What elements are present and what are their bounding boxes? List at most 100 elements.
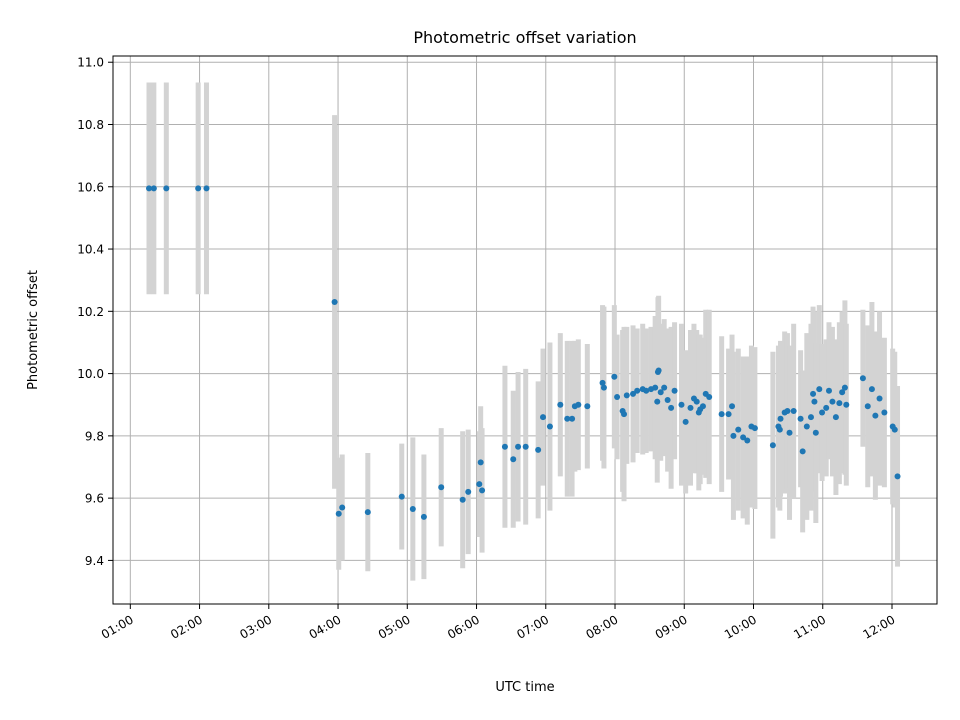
data-point [599, 379, 606, 386]
data-point [729, 403, 736, 410]
data-point [730, 432, 737, 439]
data-point [465, 488, 472, 495]
y-tick-label: 10.0 [77, 367, 104, 381]
data-point [634, 387, 641, 394]
data-point [398, 493, 405, 500]
data-point [776, 426, 783, 433]
data-point [557, 401, 564, 408]
y-tick-label: 9.6 [85, 492, 104, 506]
data-point [836, 400, 843, 407]
data-point [807, 414, 814, 421]
data-point [819, 409, 826, 416]
data-point [479, 487, 486, 494]
data-point [790, 407, 797, 414]
data-point [823, 404, 830, 411]
data-point [203, 185, 210, 192]
y-axis-label: Photometric offset [26, 270, 41, 390]
plot-frame [112, 55, 938, 605]
data-point [799, 448, 806, 455]
data-point [784, 407, 791, 414]
data-point [654, 398, 661, 405]
data-point [364, 509, 371, 516]
data-point [744, 437, 751, 444]
data-point [786, 429, 793, 436]
data-point [655, 367, 662, 374]
data-point [699, 403, 706, 410]
data-point [459, 496, 466, 503]
data-point [630, 390, 637, 397]
data-point [664, 397, 671, 404]
data-point [829, 398, 836, 405]
data-point [816, 386, 823, 393]
data-point [657, 389, 664, 396]
data-point [339, 504, 346, 511]
data-point [150, 185, 157, 192]
data-point [859, 375, 866, 382]
y-tick-label: 9.8 [85, 429, 104, 443]
data-point [522, 443, 529, 450]
data-point [438, 484, 445, 491]
data-point [868, 386, 875, 393]
data-point [751, 425, 758, 432]
data-point [652, 384, 659, 391]
data-point [777, 415, 784, 422]
y-tick-label: 11.0 [77, 56, 104, 70]
data-point [693, 398, 700, 405]
data-point [643, 387, 650, 394]
data-point [841, 384, 848, 391]
data-point [812, 429, 819, 436]
data-point [195, 185, 202, 192]
data-point [335, 510, 342, 517]
data-point [881, 409, 888, 416]
data-point [682, 418, 689, 425]
data-point [832, 414, 839, 421]
data-point [661, 384, 668, 391]
data-point [706, 393, 713, 400]
data-point [146, 185, 153, 192]
data-point [163, 185, 170, 192]
data-point [476, 481, 483, 488]
data-point [678, 401, 685, 408]
data-point [584, 403, 591, 410]
data-point [575, 401, 582, 408]
y-tick-label: 10.4 [77, 243, 104, 257]
data-point [671, 387, 678, 394]
data-point [891, 426, 898, 433]
y-tick-label: 10.6 [77, 180, 104, 194]
data-points [146, 185, 901, 520]
data-point [843, 401, 850, 408]
data-point [540, 414, 547, 421]
data-point [331, 298, 338, 305]
data-point [600, 384, 607, 391]
data-point [546, 423, 553, 430]
y-tick-label: 9.4 [85, 554, 104, 568]
data-point [811, 398, 818, 405]
x-axis-label: UTC time [495, 680, 554, 695]
data-point [569, 415, 576, 422]
data-point [611, 373, 618, 380]
data-point [740, 434, 747, 441]
data-point [687, 404, 694, 411]
data-point [510, 456, 517, 463]
data-point [477, 459, 484, 466]
y-tick-label: 10.2 [77, 305, 104, 319]
data-point [864, 403, 871, 410]
data-point [839, 389, 846, 396]
data-point [614, 393, 621, 400]
data-point [872, 412, 879, 419]
data-point [876, 395, 883, 402]
data-point [515, 443, 522, 450]
data-point [535, 446, 542, 453]
data-point [810, 390, 817, 397]
data-point [735, 426, 742, 433]
data-point [825, 387, 832, 394]
data-point [803, 423, 810, 430]
data-point [797, 415, 804, 422]
data-point [668, 404, 675, 411]
data-point [623, 392, 630, 399]
data-point [894, 473, 901, 480]
data-point [621, 411, 628, 418]
data-point [409, 506, 416, 513]
chart-title: Photometric offset variation [413, 28, 636, 47]
